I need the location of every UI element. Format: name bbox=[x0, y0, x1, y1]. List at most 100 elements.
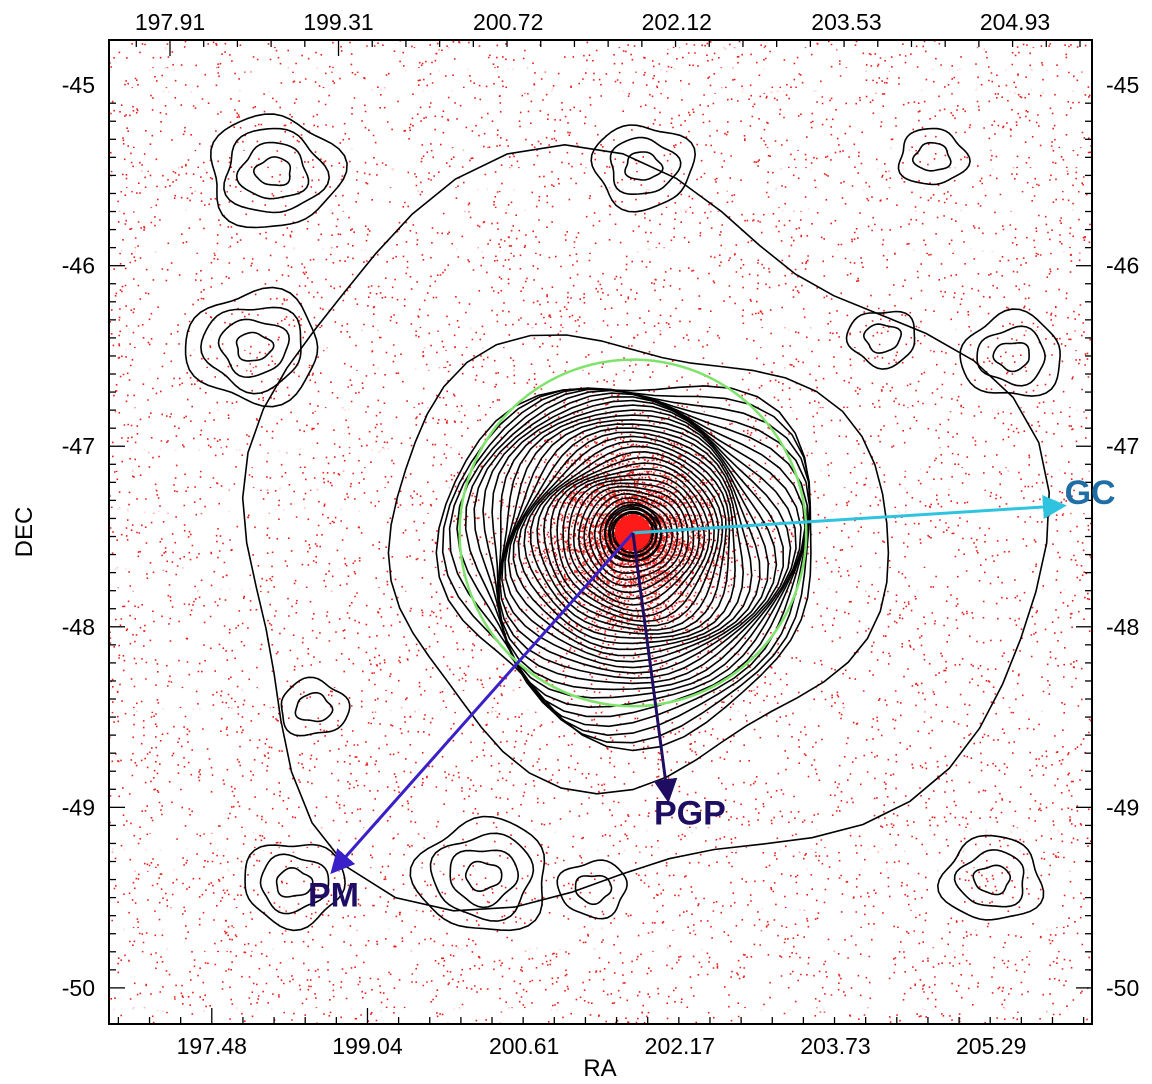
contour-ring bbox=[448, 387, 811, 737]
contour-line bbox=[953, 849, 1025, 908]
contour-line bbox=[936, 834, 1045, 921]
scan-gap bbox=[109, 828, 1092, 834]
contour-line bbox=[449, 849, 520, 909]
contour-ring bbox=[572, 482, 695, 600]
contour-ring bbox=[593, 497, 674, 575]
arrow-pgp bbox=[631, 532, 678, 804]
contour-ring bbox=[583, 489, 684, 587]
contour-ring bbox=[577, 485, 690, 594]
contour-outer bbox=[241, 143, 1051, 912]
y-tick-label: -47 bbox=[62, 433, 95, 459]
contour-line bbox=[976, 325, 1046, 387]
contour-line bbox=[217, 318, 291, 379]
contour-line bbox=[464, 860, 503, 893]
y-tick-label-right: -47 bbox=[1106, 433, 1139, 459]
contour-line bbox=[972, 864, 1012, 896]
contour-line bbox=[959, 308, 1061, 397]
scan-gap bbox=[109, 948, 1092, 951]
contour-ring bbox=[504, 423, 761, 663]
scan-gap bbox=[109, 508, 1092, 514]
contour-line bbox=[429, 832, 535, 922]
contour-ring bbox=[435, 385, 812, 752]
x-tick-label: 202.17 bbox=[645, 1033, 715, 1059]
arrow-pm bbox=[330, 531, 635, 875]
contour-line bbox=[609, 136, 682, 196]
contour-line bbox=[556, 859, 628, 920]
scan-gap bbox=[109, 48, 1092, 50]
scan-gaps bbox=[109, 48, 1092, 1012]
direction-arrows bbox=[330, 495, 1067, 875]
contour-line bbox=[294, 691, 334, 723]
scan-gap bbox=[109, 328, 1092, 331]
x-tick-label-top: 204.93 bbox=[980, 9, 1050, 35]
scan-gap bbox=[109, 208, 1092, 212]
contour-line bbox=[624, 151, 664, 181]
contour-ring bbox=[501, 418, 770, 669]
contour-line bbox=[223, 127, 331, 214]
x-tick-label: 200.61 bbox=[489, 1033, 559, 1059]
contour-ring bbox=[507, 427, 753, 657]
contour-line bbox=[574, 874, 613, 906]
arrow-labels: GC PM PGP bbox=[308, 474, 1116, 915]
contour-line bbox=[992, 341, 1030, 373]
x-tick-label: 197.48 bbox=[177, 1033, 247, 1059]
scan-gap bbox=[109, 708, 1092, 712]
scan-gap bbox=[109, 348, 1092, 351]
contour-line bbox=[275, 866, 314, 898]
contour-ring bbox=[556, 467, 711, 618]
contour-line bbox=[409, 815, 546, 932]
contour-ring bbox=[498, 414, 778, 674]
x-tick-label: 205.29 bbox=[956, 1033, 1026, 1059]
x-tick-label-top: 200.72 bbox=[473, 9, 543, 35]
scan-gap bbox=[109, 88, 1092, 94]
scan-gap bbox=[109, 848, 1092, 852]
scan-gap bbox=[109, 188, 1092, 192]
contour-ring bbox=[542, 456, 720, 627]
core-ring bbox=[603, 503, 662, 562]
scan-gap bbox=[109, 928, 1092, 931]
scan-gap bbox=[109, 908, 1092, 911]
y-tick-label-right: -49 bbox=[1106, 794, 1139, 820]
y-tick-label-right: -45 bbox=[1106, 72, 1139, 98]
arrow-label-gc: GC bbox=[1065, 474, 1116, 512]
contour-ring bbox=[497, 409, 785, 680]
contour-ring bbox=[562, 473, 706, 612]
y-axis-title: DEC bbox=[11, 507, 38, 558]
contour-ring bbox=[599, 501, 668, 568]
arrow-gc bbox=[632, 495, 1067, 535]
contour-line bbox=[259, 853, 330, 915]
contour-ring bbox=[549, 462, 715, 623]
x-tick-label: 203.73 bbox=[800, 1033, 870, 1059]
x-tick-label-top: 197.91 bbox=[135, 9, 205, 35]
contour-ring bbox=[482, 396, 802, 699]
contour-ring bbox=[441, 387, 811, 744]
tick-labels: -45 -46 -47 -48 -49 -50 -45 -46 -47 -48 -49 -50 197.… bbox=[62, 9, 1140, 1059]
contour-ring bbox=[512, 431, 745, 651]
contour-line bbox=[244, 843, 346, 932]
contour-line bbox=[235, 331, 275, 362]
contour-ring bbox=[567, 478, 700, 606]
scan-gap bbox=[109, 1008, 1092, 1012]
contour-ring bbox=[588, 492, 679, 581]
contour-line bbox=[184, 286, 319, 408]
axis-ticks bbox=[109, 40, 1092, 1024]
contour-ring bbox=[473, 392, 806, 709]
contour-line bbox=[897, 127, 971, 186]
y-tick-label-right: -46 bbox=[1106, 253, 1139, 279]
core-ring bbox=[607, 507, 658, 558]
scan-gap bbox=[109, 368, 1092, 371]
contour-ring bbox=[497, 404, 792, 685]
contour-ring bbox=[464, 389, 809, 718]
contour-line bbox=[235, 141, 310, 200]
contour-ring bbox=[517, 435, 736, 645]
contour-line bbox=[845, 310, 916, 370]
arrow-label-pm: PM bbox=[308, 877, 359, 915]
contour-ring bbox=[530, 445, 727, 635]
contour-outer bbox=[387, 334, 890, 795]
scan-gap bbox=[109, 588, 1092, 592]
contour-line bbox=[252, 156, 292, 187]
x-tick-label-top: 203.53 bbox=[811, 9, 881, 35]
plot-frame bbox=[108, 39, 1093, 1025]
scan-gap bbox=[109, 868, 1092, 872]
